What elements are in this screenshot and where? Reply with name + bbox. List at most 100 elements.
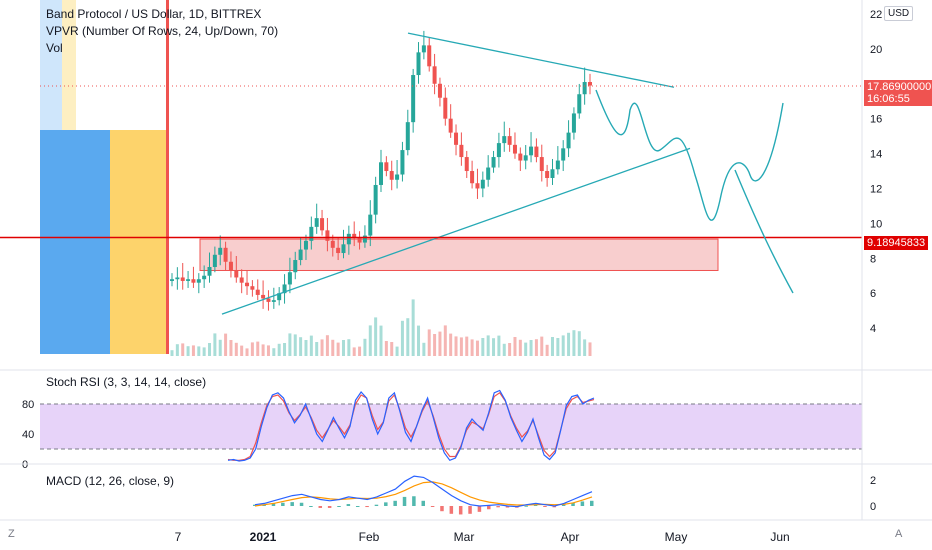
candle-body [577, 94, 582, 114]
vpvr-row-yellow-main [110, 130, 166, 354]
volume-bar [224, 333, 228, 356]
candle-body [561, 148, 566, 161]
macd-histogram-bar [524, 505, 528, 507]
volume-bar [347, 339, 351, 356]
candle-body [325, 230, 330, 241]
price-tick-label: 6 [870, 288, 876, 300]
candle-body [303, 240, 308, 250]
volume-bar [583, 339, 587, 356]
candle-body [373, 184, 378, 215]
macd-tick-label: 2 [870, 475, 876, 487]
volume-bar [508, 343, 512, 356]
macd-histogram-bar [449, 506, 454, 514]
macd-histogram-bar [487, 506, 491, 510]
time-tick-label: Apr [561, 530, 580, 544]
candle-body [470, 171, 475, 184]
price-axis[interactable]: 46810121416182022 [870, 9, 882, 335]
chart-title[interactable]: Band Protocol / US Dollar, 1D, BITTREX [46, 7, 262, 21]
macd-histogram-bar [440, 506, 444, 512]
candle-body [491, 157, 496, 168]
candle-body [239, 277, 244, 283]
time-tick-label: Feb [359, 530, 380, 544]
volume-bar [277, 343, 281, 356]
candle-body [588, 82, 592, 86]
volume-bar [470, 339, 474, 356]
macd-histogram-bar [299, 502, 304, 506]
volume-bar [502, 343, 506, 356]
candle-body [362, 235, 367, 243]
last-price-tag: 17.86900000 16:06:55 [864, 80, 932, 106]
candle-body [389, 171, 394, 180]
volume-bar [213, 333, 217, 356]
volume-bar [234, 342, 238, 356]
trendlines [221, 32, 691, 315]
candle-body [202, 275, 207, 280]
candle-body [266, 298, 271, 302]
macd-histogram-bar [318, 506, 323, 508]
volume-bar [272, 348, 276, 356]
candle-body [545, 171, 550, 178]
macd-line [254, 475, 593, 508]
price-tick-label: 16 [870, 114, 882, 126]
macd-legend[interactable]: MACD (12, 26, close, 9) [46, 474, 175, 488]
price-tick-label: 12 [870, 183, 882, 195]
candle-body [223, 247, 228, 262]
volume-bar [529, 340, 533, 356]
candle-body [411, 75, 416, 123]
main-legend: Band Protocol / US Dollar, 1D, BITTREX V… [46, 6, 278, 57]
stoch-tick-label: 0 [22, 459, 28, 471]
candle-body [496, 143, 501, 158]
time-axis[interactable]: 7 2021 Feb Mar Apr May Jun [175, 530, 790, 544]
candle-body [320, 218, 325, 231]
volume-bar [352, 347, 356, 356]
volume-bar [358, 346, 362, 356]
candle-body [384, 162, 389, 172]
volume-bar [417, 325, 421, 356]
volume-legend[interactable]: Vol [46, 41, 63, 55]
stoch-legend[interactable]: Stoch RSI (3, 3, 14, 14, close) [46, 375, 207, 389]
volume-bar [475, 340, 479, 356]
candle-body [314, 218, 319, 227]
macd-histogram-bar [477, 506, 482, 512]
volume-bar [266, 345, 270, 356]
volume-bar [293, 334, 297, 356]
zoom-reset-button[interactable]: Z [8, 528, 15, 540]
stoch-band [40, 404, 862, 449]
macd-histogram-bar [393, 500, 397, 506]
macd-histogram-bar [253, 504, 257, 506]
macd-histogram-bar [281, 502, 285, 506]
volume-bar [481, 338, 485, 356]
candle-body [336, 247, 341, 254]
price-tick-label: 20 [870, 44, 882, 56]
volume-bar [577, 331, 581, 356]
candle-body [502, 136, 507, 144]
macd-histogram-bar [505, 506, 510, 508]
volume-bar [524, 342, 528, 356]
volume-bar [299, 337, 303, 356]
vpvr-edge-bar [166, 0, 169, 354]
volume-bar [454, 336, 458, 356]
auto-scale-button[interactable]: A [895, 528, 903, 540]
volume-bar [202, 347, 206, 356]
volume-bar [572, 330, 576, 356]
macd-histogram-bar [468, 506, 472, 514]
volume-bar [208, 343, 212, 356]
vpvr-legend[interactable]: VPVR (Number Of Rows, 24, Up/Down, 70) [46, 24, 279, 38]
candle-body [566, 132, 571, 149]
time-tick-label: May [665, 530, 688, 544]
volume-bar [363, 338, 367, 356]
macd-histogram-bar [571, 502, 575, 506]
candle-body [437, 83, 442, 98]
volume-bar [556, 338, 560, 356]
volume-bar [250, 342, 254, 356]
currency-label[interactable]: USD [884, 6, 914, 21]
volume-bar [309, 335, 313, 356]
macd-histogram-bar [290, 502, 294, 506]
volume-bar [191, 345, 195, 356]
macd-histogram-bar [533, 504, 538, 506]
macd-histogram-bar [412, 496, 416, 506]
macd-histogram-bar [421, 500, 425, 506]
candle-body [186, 279, 191, 281]
volume-bar [400, 320, 404, 356]
